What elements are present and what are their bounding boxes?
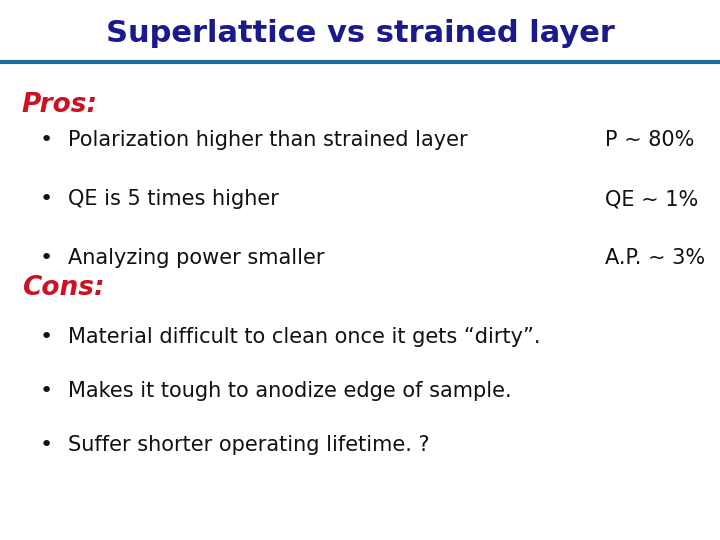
Text: •: • — [40, 327, 53, 347]
Text: QE ~ 1%: QE ~ 1% — [605, 189, 698, 209]
Text: •: • — [40, 248, 53, 268]
Text: Superlattice vs strained layer: Superlattice vs strained layer — [106, 19, 614, 48]
Text: •: • — [40, 435, 53, 455]
Text: Polarization higher than strained layer: Polarization higher than strained layer — [68, 130, 468, 150]
Text: Cons:: Cons: — [22, 275, 104, 301]
Text: A.P. ~ 3%: A.P. ~ 3% — [605, 248, 705, 268]
Text: •: • — [40, 381, 53, 401]
Text: •: • — [40, 130, 53, 150]
Text: Analyzing power smaller: Analyzing power smaller — [68, 248, 325, 268]
Text: Material difficult to clean once it gets “dirty”.: Material difficult to clean once it gets… — [68, 327, 541, 347]
Text: •: • — [40, 189, 53, 209]
Text: Suffer shorter operating lifetime. ?: Suffer shorter operating lifetime. ? — [68, 435, 430, 455]
Text: Pros:: Pros: — [22, 92, 98, 118]
Text: P ~ 80%: P ~ 80% — [605, 130, 694, 150]
Text: Makes it tough to anodize edge of sample.: Makes it tough to anodize edge of sample… — [68, 381, 512, 401]
Text: QE is 5 times higher: QE is 5 times higher — [68, 189, 279, 209]
